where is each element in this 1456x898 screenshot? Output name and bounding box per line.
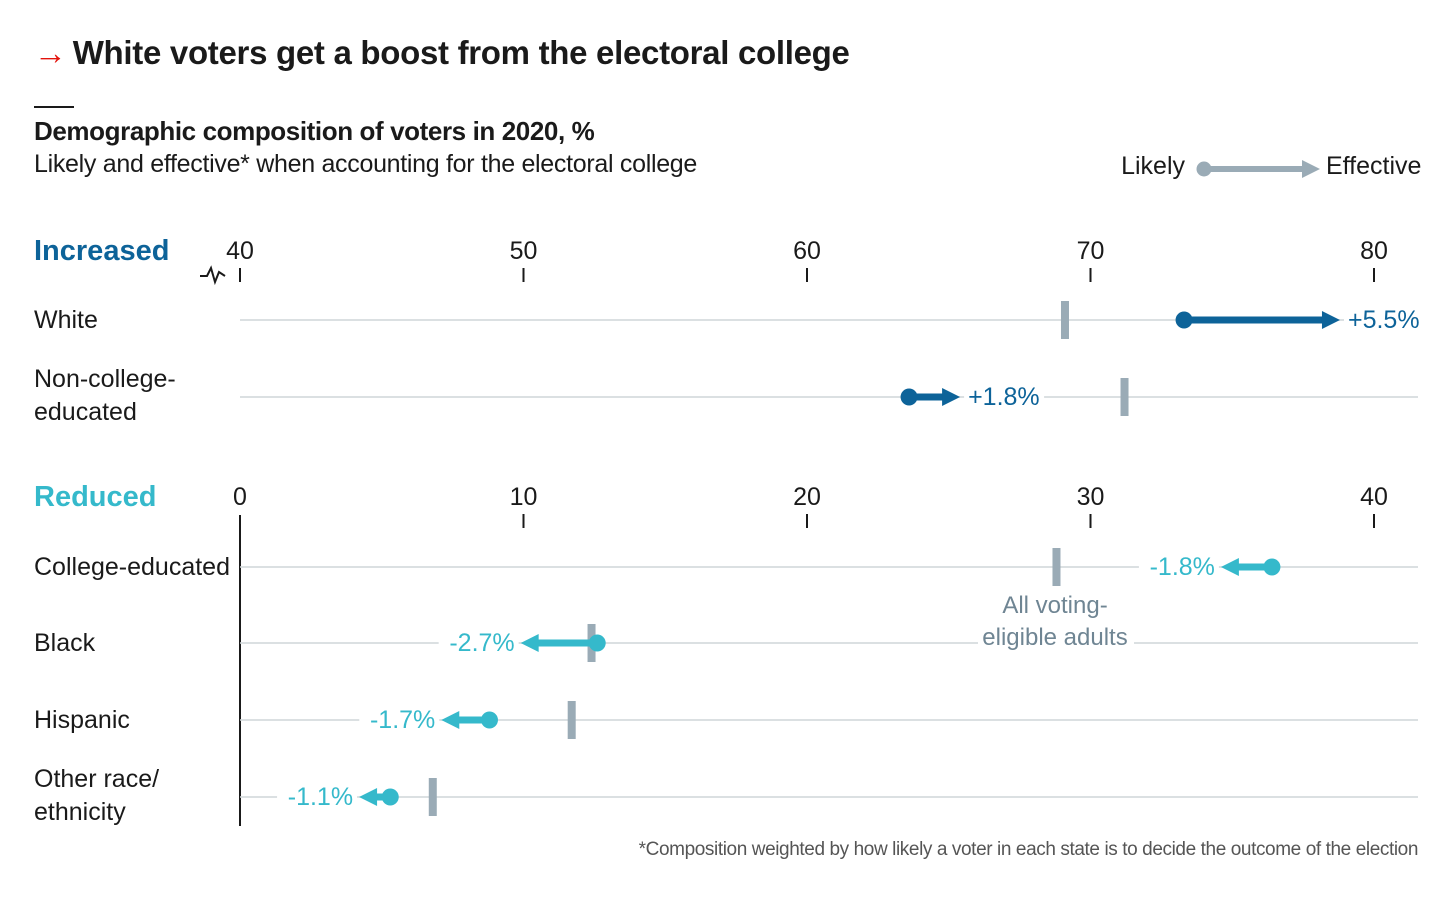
legend-likely-label: Likely — [1121, 152, 1185, 180]
change-label: +1.8% — [968, 383, 1040, 411]
row-label: White — [34, 306, 98, 334]
footnote: *Composition weighted by how likely a vo… — [638, 839, 1419, 860]
chart-subtitle: Demographic composition of voters in 202… — [34, 116, 595, 146]
annotation-line: All voting- — [1002, 592, 1107, 619]
all-adults-marker — [1052, 548, 1061, 586]
likely-dot — [1263, 558, 1281, 576]
change-label: -2.7% — [449, 629, 514, 657]
chart-title: → White voters get a boost from the elect… — [34, 34, 850, 72]
change-arrow-head — [1321, 311, 1340, 329]
label-background — [438, 627, 519, 659]
change-label: -1.8% — [1150, 553, 1215, 581]
axis-tick-label: 60 — [793, 237, 821, 265]
change-arrow-head — [942, 388, 961, 406]
axis-tick-label: 0 — [233, 483, 247, 511]
all-adults-marker — [428, 778, 437, 816]
likely-dot — [480, 711, 498, 729]
row-label: Black — [34, 629, 96, 657]
label-background — [964, 381, 1045, 413]
chart-description: Likely and effective* when accounting fo… — [34, 150, 698, 178]
change-label: +5.5% — [1348, 306, 1420, 334]
axis-tick-label: 10 — [510, 483, 538, 511]
row-label: Non-college- — [34, 365, 176, 393]
axis-tick-label: 30 — [1077, 483, 1105, 511]
row-label: educated — [34, 398, 137, 426]
axis-tick-label: 20 — [793, 483, 821, 511]
all-adults-marker — [567, 701, 576, 739]
row-label: Hispanic — [34, 706, 130, 734]
likely-dot — [900, 388, 918, 406]
axis-tick-label: 40 — [1360, 483, 1388, 511]
axis-tick-label: 80 — [1360, 237, 1388, 265]
row-label: Other race/ — [34, 765, 159, 793]
annotation-background — [978, 590, 1134, 656]
panel-heading: Reduced — [34, 481, 156, 513]
axis-break-icon — [200, 265, 226, 286]
change-arrow-head — [1220, 558, 1239, 576]
axis-tick-label: 40 — [226, 237, 254, 265]
legend-effective-label: Effective — [1326, 152, 1421, 180]
label-background — [1138, 551, 1219, 583]
likely-dot — [1175, 311, 1193, 329]
axis-tick-label: 70 — [1077, 237, 1105, 265]
label-background — [1343, 304, 1424, 336]
label-background — [359, 704, 440, 736]
change-arrow-head — [441, 711, 460, 729]
all-adults-marker — [1060, 301, 1069, 339]
likely-dot — [588, 634, 606, 652]
row-label: ethnicity — [34, 798, 126, 826]
row-label: College-educated — [34, 553, 230, 581]
chart-title-text: White voters get a boost from the electo… — [72, 34, 850, 71]
arrow-icon: → — [34, 34, 67, 71]
change-label: -1.7% — [370, 706, 435, 734]
annotation-line: eligible adults — [982, 624, 1127, 651]
change-label: -1.1% — [288, 783, 353, 811]
axis-tick-label: 50 — [510, 237, 538, 265]
panel-heading: Increased — [34, 235, 169, 267]
change-arrow-head — [359, 788, 378, 806]
label-background — [277, 781, 358, 813]
legend-arrow-head — [1302, 160, 1320, 178]
all-adults-marker — [1120, 378, 1129, 416]
title-rule — [34, 106, 74, 108]
likely-dot — [381, 788, 399, 806]
change-arrow-head — [520, 634, 539, 652]
